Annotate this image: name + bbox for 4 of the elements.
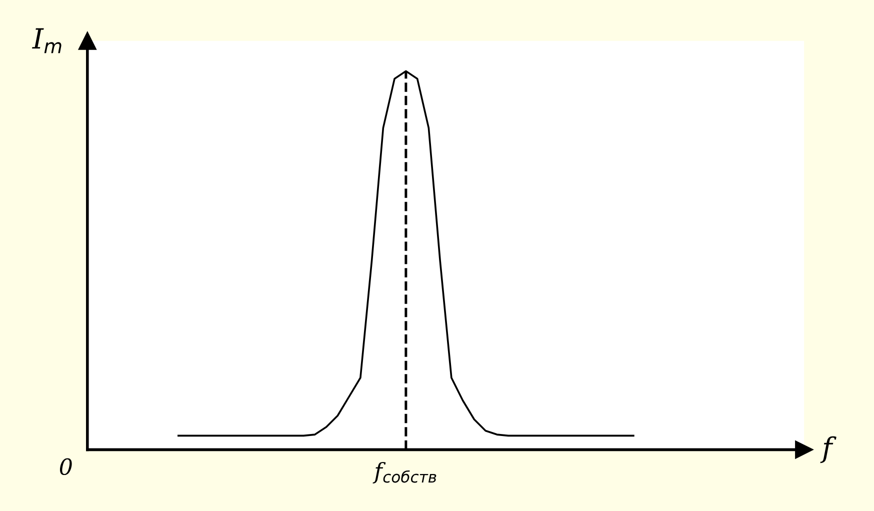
text: f$_{собств}$ — [372, 462, 436, 484]
y-axis-title: I$_{m}$ — [32, 28, 62, 54]
text: f — [820, 436, 836, 464]
text: 0 — [60, 458, 72, 476]
